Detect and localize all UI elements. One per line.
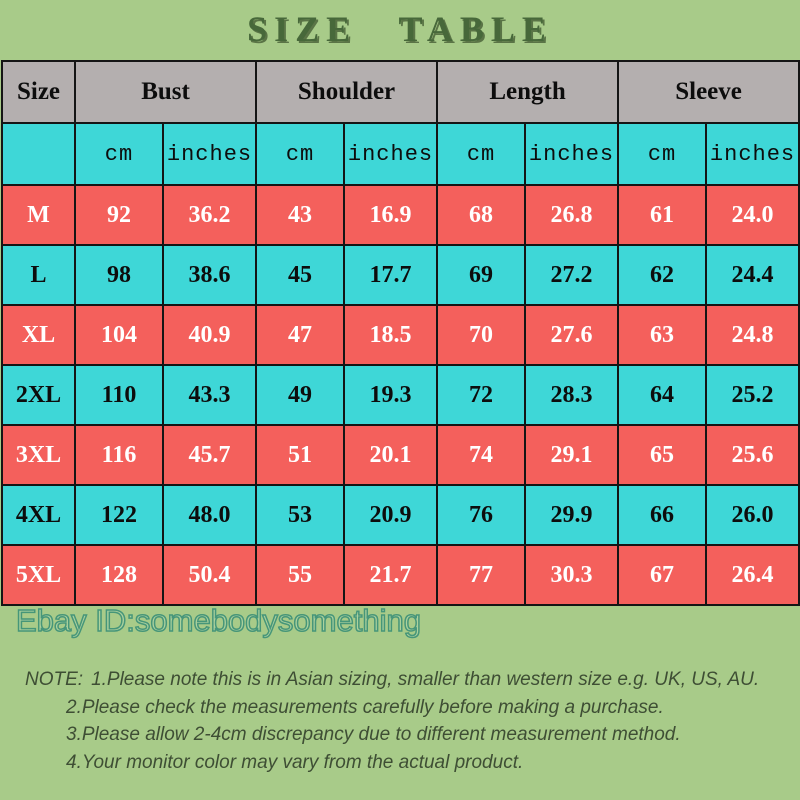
measurement-cell: 128 [74,544,164,606]
measurement-cell: 74 [436,424,527,486]
measurement-cell: 47 [255,304,346,366]
measurement-cell: 48.0 [161,484,258,546]
measurement-cell: 51 [255,424,346,486]
table-row-l: L 98 38.6 45 17.7 69 27.2 62 24.4 [1,244,800,306]
measurement-cell: 28.3 [524,364,620,426]
table-row-4xl: 4XL 122 48.0 53 20.9 76 29.9 66 26.0 [1,484,800,546]
header-length: Length [436,60,620,124]
size-label: 2XL [1,364,76,426]
measurement-cell: 29.1 [524,424,620,486]
measurement-cell: 43 [255,184,346,246]
measurement-cell: 26.0 [705,484,800,546]
measurement-cell: 25.2 [705,364,800,426]
measurement-cell: 29.9 [524,484,620,546]
unit-empty-cell [1,122,76,186]
size-label: L [1,244,76,306]
note-line-3: 3.Please allow 2-4cm discrepancy due to … [66,724,681,745]
measurement-cell: 77 [436,544,527,606]
measurement-cell: 69 [436,244,527,306]
measurement-cell: 27.6 [524,304,620,366]
size-label: 3XL [1,424,76,486]
unit-cell-shoulder-inches: inches [343,122,439,186]
measurement-cell: 72 [436,364,527,426]
measurement-cell: 68 [436,184,527,246]
size-label: M [1,184,76,246]
measurement-cell: 17.7 [343,244,439,306]
unit-cell-shoulder-cm: cm [255,122,346,186]
measurement-cell: 26.8 [524,184,620,246]
measurement-cell: 38.6 [161,244,258,306]
note-line-4: 4.Your monitor color may vary from the a… [66,751,524,773]
measurement-cell: 21.7 [343,544,439,606]
measurement-cell: 45 [255,244,346,306]
measurement-cell: 76 [436,484,527,546]
measurement-cell: 26.4 [705,544,800,606]
measurement-cell: 64 [617,364,708,426]
size-table-body: M 92 36.2 43 16.9 68 26.8 61 24.0 L 98 38.6 45 17.7 69… [1,184,800,606]
measurement-cell: 19.3 [343,364,439,426]
header-sleeve: Sleeve [617,60,800,124]
measurement-cell: 20.1 [343,424,439,486]
measurement-cell: 62 [617,244,708,306]
measurement-cell: 116 [74,424,164,486]
header-size: Size [1,60,76,124]
unit-cell-sleeve-inches: inches [705,122,800,186]
table-row-3xl: 3XL 116 45.7 51 20.1 74 29.1 65 25.6 [1,424,800,486]
measurement-cell: 67 [617,544,708,606]
size-label: 5XL [1,544,76,606]
table-row-2xl: 2XL 110 43.3 49 19.3 72 28.3 64 25.2 [1,364,800,426]
measurement-cell: 40.9 [161,304,258,366]
measurement-cell: 30.3 [524,544,620,606]
measurement-cell: 61 [617,184,708,246]
unit-cell-bust-inches: inches [161,122,258,186]
measurement-cell: 98 [74,244,164,306]
header-shoulder: Shoulder [255,60,439,124]
measurement-cell: 18.5 [343,304,439,366]
notes-section: NOTE: 1.Please note this is in Asian sizi… [25,666,787,776]
header-bust: Bust [73,60,258,124]
note-line-1: NOTE: 1.Please note this is in Asian sizi… [25,666,787,694]
measurement-cell: 63 [617,304,708,366]
measurement-cell: 49 [255,364,346,426]
measurement-cell: 110 [74,364,164,426]
size-label: 4XL [1,484,76,546]
unit-header-row: cm inches cm inches cm inches cm inches [1,122,800,186]
page-title: SIZE TABLE [247,9,553,49]
table-row-xl: XL 104 40.9 47 18.5 70 27.6 63 24.8 [1,304,800,366]
measurement-cell: 24.0 [705,184,800,246]
note-label: NOTE: [25,669,84,690]
unit-cell-sleeve-cm: cm [617,122,708,186]
watermark: Ebay ID:somebodysomething [15,602,421,639]
measurement-cell: 16.9 [343,184,439,246]
measurement-cell: 92 [74,184,164,246]
size-label: XL [1,304,76,366]
measurement-cell: 45.7 [161,424,258,486]
unit-cell-length-inches: inches [524,122,620,186]
measurement-cell: 24.4 [705,244,800,306]
size-table: Size Bust Shoulder Length Sleeve cm inch… [1,60,800,606]
table-row-m: M 92 36.2 43 16.9 68 26.8 61 24.0 [1,184,800,246]
measurement-cell: 24.8 [705,304,800,366]
measurement-cell: 55 [255,544,346,606]
measurement-cell: 66 [617,484,708,546]
measurement-cell: 122 [74,484,164,546]
measurement-cell: 27.2 [524,244,620,306]
measurement-cell: 50.4 [161,544,258,606]
note-text-1: 1.Please note this is in Asian sizing, s… [91,669,760,690]
measurement-cell: 43.3 [161,364,258,426]
table-row-5xl: 5XL 128 50.4 55 21.7 77 30.3 67 26.4 [1,544,800,606]
measurement-cell: 20.9 [343,484,439,546]
measurement-cell: 104 [74,304,164,366]
table-header-row: Size Bust Shoulder Length Sleeve [1,60,800,124]
measurement-cell: 65 [617,424,708,486]
measurement-cell: 36.2 [161,184,258,246]
note-line-2: 2.Please check the measurements carefull… [66,696,664,718]
measurement-cell: 70 [436,304,527,366]
unit-cell-bust-cm: cm [74,122,164,186]
measurement-cell: 25.6 [705,424,800,486]
measurement-cell: 53 [255,484,346,546]
unit-cell-length-cm: cm [436,122,527,186]
